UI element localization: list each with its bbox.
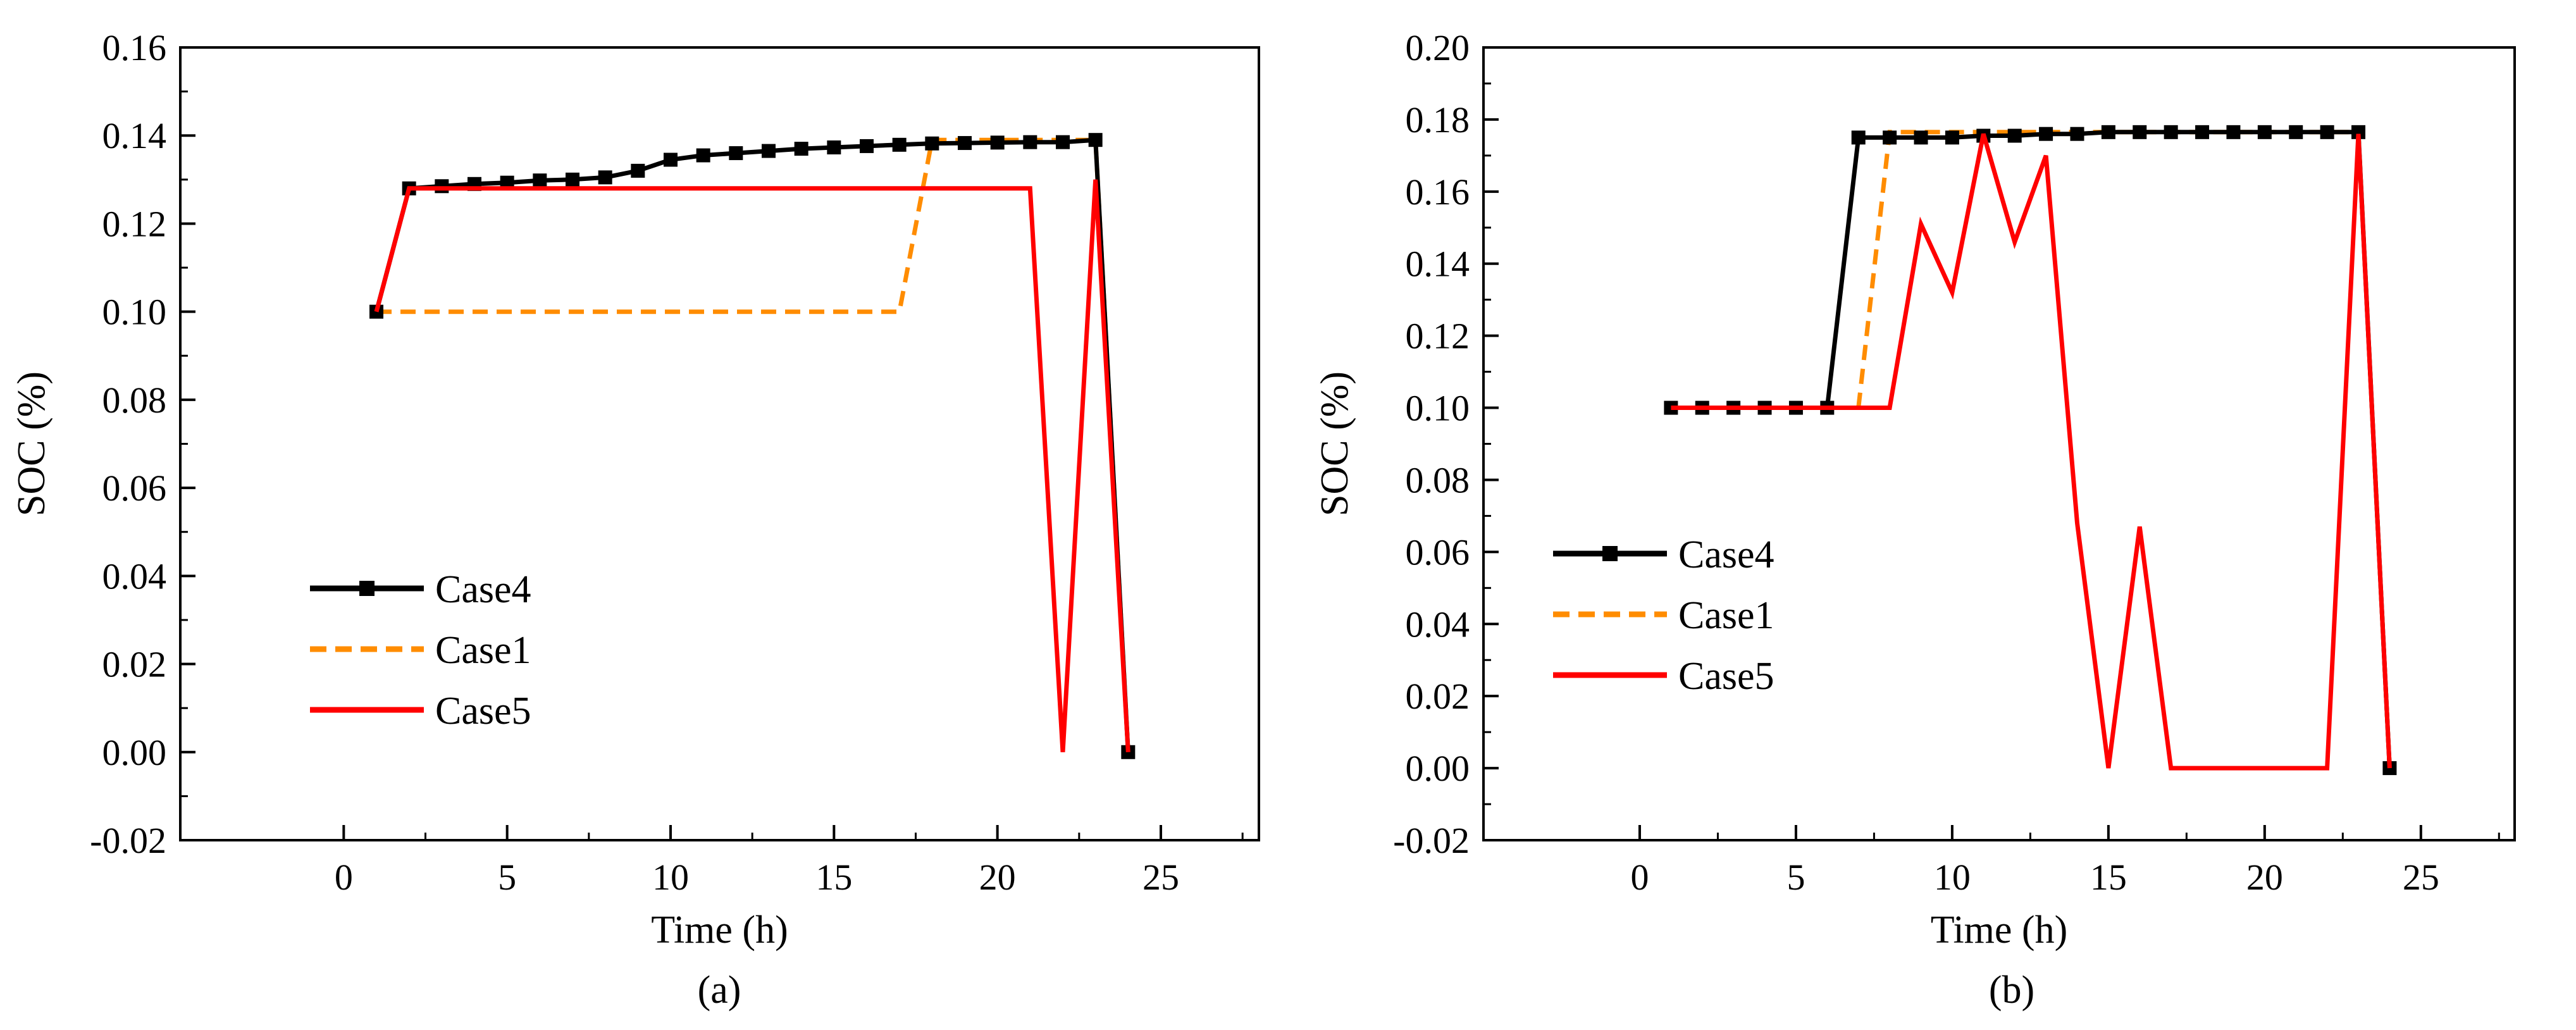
point-case4	[794, 142, 808, 156]
legend-label-case5: Case5	[435, 690, 531, 733]
point-case4	[958, 136, 972, 151]
panel-caption: (b)	[1989, 969, 2034, 1012]
point-case4	[2101, 125, 2115, 139]
point-case4	[729, 146, 743, 161]
x-tick-label: 5	[498, 857, 516, 898]
legend-marker-case4	[1602, 546, 1618, 561]
y-tick-label: 0.12	[1406, 316, 1470, 357]
series-line-case5	[1671, 133, 2392, 771]
point-case4	[2226, 125, 2241, 139]
point-case4	[1883, 130, 1897, 145]
y-tick-label: 0.00	[1406, 748, 1470, 789]
chart-panel-a: 0 5 10 15 20 25 -0.02 0.00 0.02 0.04 0.06 0.08 0.10 0…	[10, 27, 1260, 1012]
chart-panel-b: 0 5 10 15 20 25 -0.02 0.00 0.02 0.04 0.06 0.08 0.10 0…	[1313, 27, 2516, 1012]
point-case4	[2007, 128, 2022, 143]
legend-label-case1: Case1	[435, 629, 531, 672]
y-axis-title: SOC (%)	[10, 371, 53, 516]
point-case4	[1056, 135, 1070, 149]
y-tick-label: 0.10	[102, 292, 167, 333]
point-case4	[2164, 125, 2178, 139]
y-tick-label: 0.00	[102, 732, 167, 773]
point-case4	[1851, 130, 1866, 145]
x-tick-label: 25	[1142, 857, 1179, 898]
point-case4	[1088, 133, 1103, 147]
legend-marker-case4	[359, 581, 375, 596]
x-tick-label: 10	[1934, 857, 1971, 898]
point-case4	[664, 152, 678, 167]
y-axis-title: SOC (%)	[1313, 371, 1356, 516]
x-tick-label: 15	[815, 857, 852, 898]
point-case4	[2039, 127, 2053, 141]
series-line-case1	[1856, 130, 2392, 769]
y-tick-label: 0.04	[102, 555, 167, 597]
point-case4	[500, 175, 514, 190]
point-case4	[892, 137, 907, 152]
series-line-case4	[1671, 130, 2392, 769]
y-tick-label: 0.12	[102, 203, 167, 244]
point-case4	[631, 163, 645, 178]
legend-label-case1: Case1	[1678, 594, 1774, 637]
point-case4	[860, 139, 874, 153]
point-case4	[2320, 125, 2334, 139]
point-case4	[2195, 125, 2210, 139]
point-case4	[2289, 125, 2303, 139]
y-tick-label: 0.14	[102, 115, 167, 156]
y-tick-label: 0.04	[1406, 604, 1470, 645]
point-case4	[435, 179, 449, 194]
point-case4	[566, 172, 579, 187]
y-tick-label: 0.02	[1406, 676, 1470, 717]
y-tick-label: 0.16	[102, 27, 167, 68]
point-case4	[762, 144, 776, 158]
y-tick-label: 0.20	[1406, 27, 1470, 68]
point-case4	[1023, 135, 1037, 149]
x-tick-label: 20	[979, 857, 1016, 898]
point-case4	[696, 148, 710, 163]
x-tick-label: 5	[1786, 857, 1805, 898]
point-case4	[533, 173, 547, 188]
x-tick-label: 25	[2403, 857, 2439, 898]
x-axis-title: Time (h)	[651, 909, 788, 952]
point-case4	[2070, 127, 2084, 141]
x-axis-title: Time (h)	[1931, 909, 2067, 952]
point-case4	[990, 135, 1005, 150]
point-case4	[2351, 125, 2366, 139]
legend: Case4 Case1 Case5	[1553, 533, 1774, 698]
y-tick-label: 0.08	[1406, 459, 1470, 500]
point-case4	[2257, 125, 2272, 139]
y-tick-label: 0.18	[1406, 99, 1470, 140]
point-case4	[827, 140, 841, 155]
y-tick-label: -0.02	[1393, 820, 1470, 861]
legend-label-case4: Case4	[435, 568, 531, 611]
series-line-case5	[374, 179, 1130, 753]
x-tick-label: 0	[1630, 857, 1649, 898]
x-tick-label: 0	[335, 857, 353, 898]
panel-caption: (a)	[698, 969, 741, 1012]
y-tick-label: 0.08	[102, 380, 167, 421]
y-tick-label: 0.06	[102, 468, 167, 509]
legend: Case4 Case1 Case5	[310, 568, 531, 733]
legend-label-case4: Case4	[1678, 533, 1774, 576]
y-tick-label: 0.16	[1406, 171, 1470, 213]
y-tick-label: 0.06	[1406, 531, 1470, 573]
y-tick-label: 0.10	[1406, 388, 1470, 429]
y-tick-label: 0.02	[102, 644, 167, 685]
legend-label-case5: Case5	[1678, 655, 1774, 698]
point-case4	[2133, 125, 2147, 139]
x-tick-label: 15	[2090, 857, 2127, 898]
point-case4	[1914, 130, 1928, 145]
point-case4	[598, 170, 612, 185]
y-tick-label: -0.02	[90, 820, 166, 861]
point-case4	[1945, 130, 1959, 145]
x-tick-label: 10	[652, 857, 689, 898]
x-tick-label: 20	[2246, 857, 2283, 898]
point-case4	[925, 136, 939, 151]
point-case4	[1664, 400, 1678, 415]
y-tick-label: 0.14	[1406, 244, 1470, 285]
